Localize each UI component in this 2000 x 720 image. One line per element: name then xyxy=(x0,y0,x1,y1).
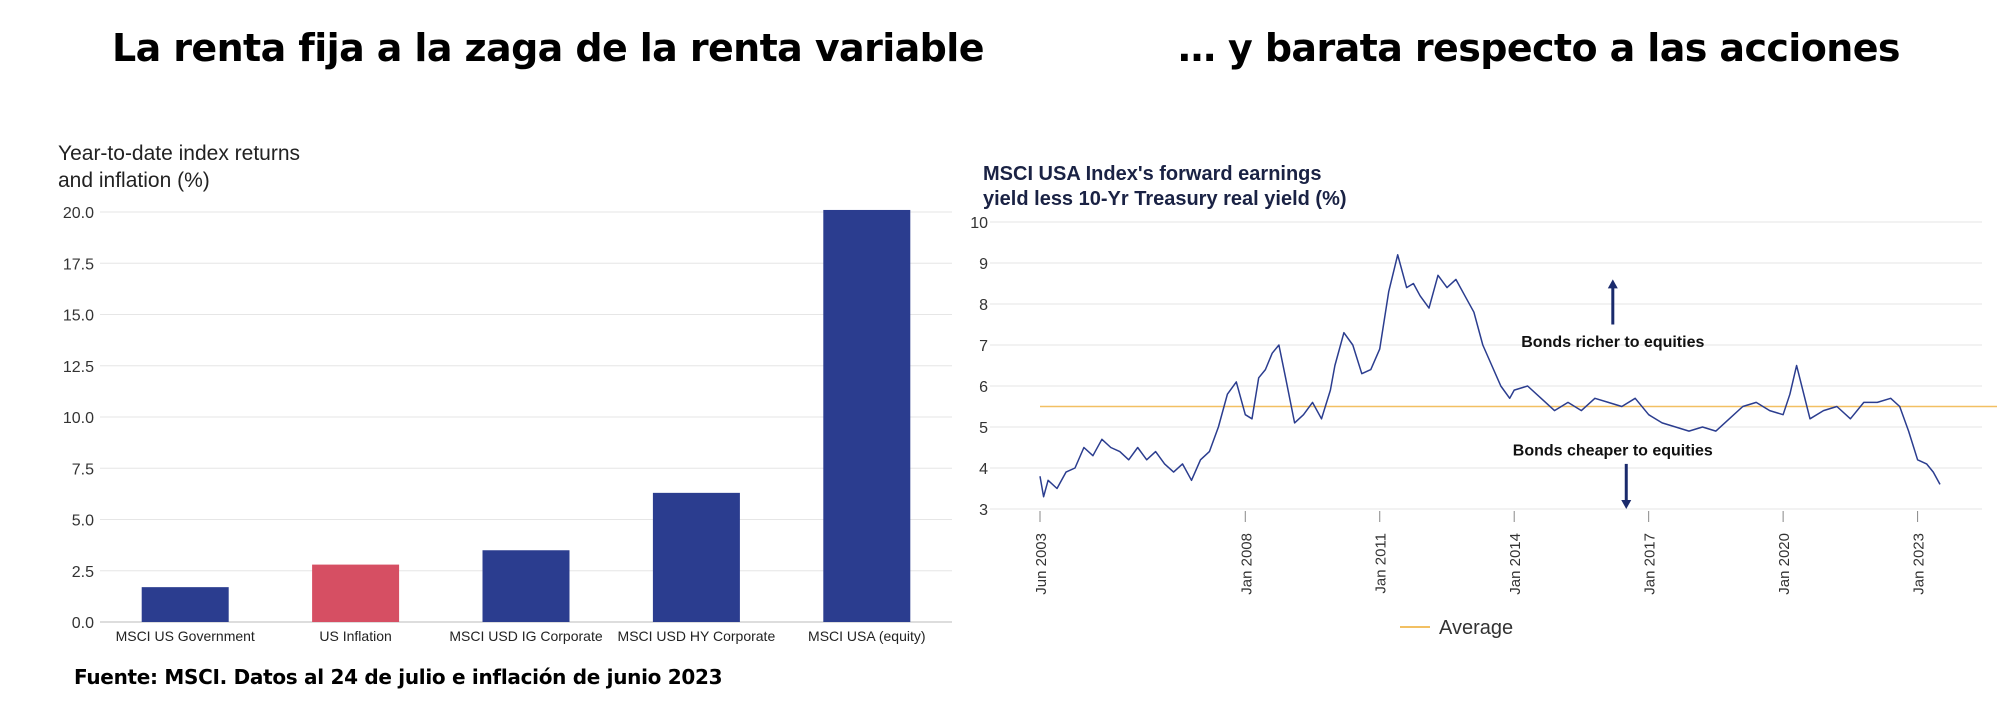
line-x-tick-label: Jan 2023 xyxy=(1911,533,1928,595)
bar-4 xyxy=(652,492,740,622)
bar-y-tick-label: 7.5 xyxy=(72,461,94,478)
bar-2 xyxy=(312,564,400,622)
right-headline: … y barata respecto a las acciones xyxy=(1178,26,1900,70)
bar-3 xyxy=(482,550,570,622)
line-chart-title-line-2: yield less 10-Yr Treasury real yield (%) xyxy=(983,188,1347,210)
bar-category-label: US Inflation xyxy=(319,628,391,644)
bar-y-tick-label: 12.5 xyxy=(63,359,94,376)
line-x-tick-label: Jan 2011 xyxy=(1373,533,1390,594)
bar-y-tick-label: 15.0 xyxy=(63,308,94,325)
bar-y-tick-label: 0.0 xyxy=(72,615,94,632)
bar-y-tick-label: 10.0 xyxy=(63,410,94,427)
line-chart-title-line-1: MSCI USA Index's forward earnings xyxy=(983,163,1322,185)
bar-y-tick-label: 20.0 xyxy=(63,205,94,222)
bar-category-label: MSCI USD IG Corporate xyxy=(449,628,602,644)
yield-gap-line xyxy=(1039,254,1941,498)
line-x-tick-label: Jun 2003 xyxy=(1033,533,1050,595)
bar-y-tick-label: 5.0 xyxy=(72,513,94,530)
line-x-tick-label: Jan 2020 xyxy=(1776,533,1793,595)
bar-chart-title-line-1: Year-to-date index returns xyxy=(58,142,300,165)
source-note: Fuente: MSCI. Datos al 24 de julio e inf… xyxy=(74,665,723,689)
bar-5 xyxy=(823,209,911,622)
bar-category-label: MSCI USD HY Corporate xyxy=(618,628,776,644)
bar-chart-title-line-2: and inflation (%) xyxy=(58,169,210,192)
bar-1 xyxy=(141,587,229,622)
legend: Average xyxy=(1400,617,1513,639)
bar-y-tick-label: 17.5 xyxy=(63,256,94,273)
bar-category-label: MSCI US Government xyxy=(116,628,255,644)
arrow-down-head-icon xyxy=(1621,500,1632,509)
annotation-bonds-richer: Bonds richer to equities xyxy=(1521,334,1704,351)
bar-category-label: MSCI USA (equity) xyxy=(808,628,925,644)
line-x-tick-label: Jan 2017 xyxy=(1642,533,1659,595)
line-x-tick-label: Jan 2014 xyxy=(1507,533,1524,595)
bar-y-tick-label: 2.5 xyxy=(72,564,94,581)
annotation-bonds-cheaper: Bonds cheaper to equities xyxy=(1513,443,1713,460)
bar-chart: Year-to-date index returns and inflation… xyxy=(58,142,952,644)
line-x-tick-label: Jan 2008 xyxy=(1238,533,1255,595)
arrow-up-head-icon xyxy=(1607,279,1618,289)
legend-average-label: Average xyxy=(1439,617,1513,639)
left-headline: La renta fija a la zaga de la renta vari… xyxy=(112,26,984,70)
